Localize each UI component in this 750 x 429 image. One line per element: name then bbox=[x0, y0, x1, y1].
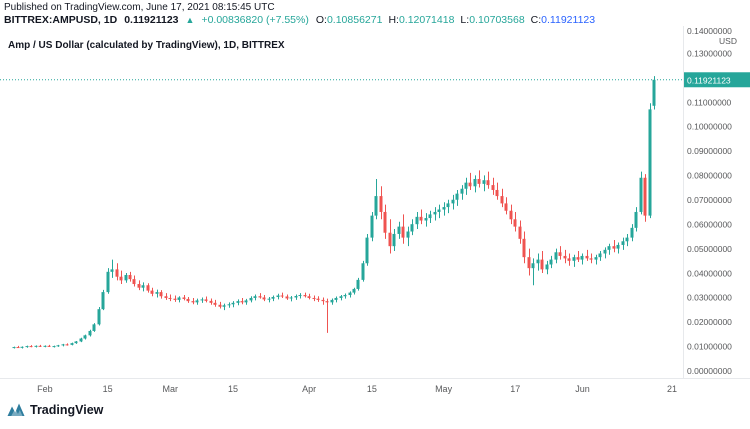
chart-title: Amp / US Dollar (calculated by TradingVi… bbox=[8, 40, 285, 51]
tradingview-logo-icon bbox=[7, 403, 25, 416]
svg-text:21: 21 bbox=[667, 384, 677, 394]
candles-layer bbox=[12, 76, 656, 349]
price-change: +0.00836820 (+7.55%) bbox=[201, 14, 309, 26]
axis-frame bbox=[0, 26, 750, 379]
svg-text:Apr: Apr bbox=[302, 384, 316, 394]
svg-text:0.01000000: 0.01000000 bbox=[687, 342, 732, 352]
svg-text:0.13000000: 0.13000000 bbox=[687, 48, 732, 58]
svg-text:0.02000000: 0.02000000 bbox=[687, 317, 732, 327]
svg-text:15: 15 bbox=[103, 384, 113, 394]
svg-text:Mar: Mar bbox=[163, 384, 179, 394]
tradingview-logo-link[interactable]: TradingView bbox=[7, 402, 103, 417]
close-value: C:0.11921123 bbox=[530, 14, 596, 26]
price-axis[interactable]: 0.00000000 0.01000000 0.02000000 0.03000000… bbox=[687, 26, 737, 376]
svg-text:0.14000000: 0.14000000 bbox=[687, 26, 732, 36]
svg-text:0.10000000: 0.10000000 bbox=[687, 122, 732, 132]
symbol-header: BITTREX:AMPUSD, 1D 0.11921123 ▲ +0.00836… bbox=[4, 14, 595, 26]
high-value: H:0.12071418 bbox=[388, 14, 455, 26]
published-line: Published on TradingView.com, June 17, 2… bbox=[4, 2, 275, 13]
svg-text:0.09000000: 0.09000000 bbox=[687, 146, 732, 156]
svg-text:Feb: Feb bbox=[37, 384, 53, 394]
svg-text:0.06000000: 0.06000000 bbox=[687, 219, 732, 229]
svg-text:May: May bbox=[435, 384, 453, 394]
up-arrow-icon: ▲ bbox=[185, 15, 195, 25]
svg-text:17: 17 bbox=[510, 384, 520, 394]
tradingview-wordmark: TradingView bbox=[30, 402, 104, 417]
svg-text:0.08000000: 0.08000000 bbox=[687, 171, 732, 181]
svg-text:0.11000000: 0.11000000 bbox=[687, 97, 732, 107]
ohlc-values: O:0.10856271 H:0.12071418 L:0.10703568 C… bbox=[316, 14, 595, 26]
low-value: L:0.10703568 bbox=[460, 14, 525, 26]
last-price-tag: 0.11921123 bbox=[684, 72, 750, 88]
svg-text:15: 15 bbox=[367, 384, 377, 394]
svg-text:Jun: Jun bbox=[575, 384, 590, 394]
svg-text:0.05000000: 0.05000000 bbox=[687, 244, 732, 254]
last-price: 0.11921123 bbox=[124, 14, 179, 26]
time-axis[interactable]: Feb 15 Mar 15 Apr 15 May 17 Jun 21 bbox=[37, 384, 677, 394]
currency-label: USD bbox=[719, 36, 737, 46]
svg-text:15: 15 bbox=[228, 384, 238, 394]
svg-text:0.04000000: 0.04000000 bbox=[687, 268, 732, 278]
svg-text:0.03000000: 0.03000000 bbox=[687, 293, 732, 303]
price-chart-canvas[interactable]: 0.00000000 0.01000000 0.02000000 0.03000000… bbox=[0, 26, 750, 398]
open-value: O:0.10856271 bbox=[315, 14, 383, 26]
svg-text:0.11921123: 0.11921123 bbox=[687, 75, 731, 85]
svg-text:0.07000000: 0.07000000 bbox=[687, 195, 732, 205]
svg-text:0.00000000: 0.00000000 bbox=[687, 366, 732, 376]
symbol-name: BITTREX:AMPUSD, 1D bbox=[4, 14, 118, 26]
